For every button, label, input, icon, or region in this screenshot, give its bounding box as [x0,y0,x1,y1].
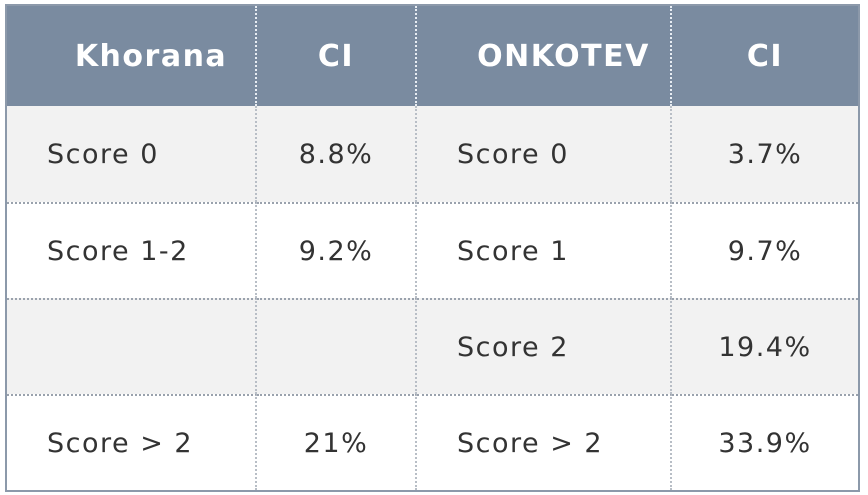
table-cell: Score 0 [417,106,672,202]
table-cell: Score 1 [417,202,672,298]
table-cell: 21% [257,394,417,490]
table: Khorana CI ONKOTEV CI Score 0 8.8% Score 0 3.7%… [5,4,860,492]
table-cell: 33.9% [672,394,858,490]
header-cell: ONKOTEV [417,6,672,106]
table-cell: 19.4% [672,298,858,394]
table-cell: Score > 2 [417,394,672,490]
table-cell: 3.7% [672,106,858,202]
table-cell: Score 0 [7,106,257,202]
table-cell: 8.8% [257,106,417,202]
header-cell: Khorana [7,6,257,106]
table-cell: Score > 2 [7,394,257,490]
table-cell [257,298,417,394]
table-cell [7,298,257,394]
table-cell: 9.7% [672,202,858,298]
header-cell: CI [672,6,858,106]
table-cell: 9.2% [257,202,417,298]
header-cell: CI [257,6,417,106]
table-cell: Score 2 [417,298,672,394]
table-cell: Score 1-2 [7,202,257,298]
